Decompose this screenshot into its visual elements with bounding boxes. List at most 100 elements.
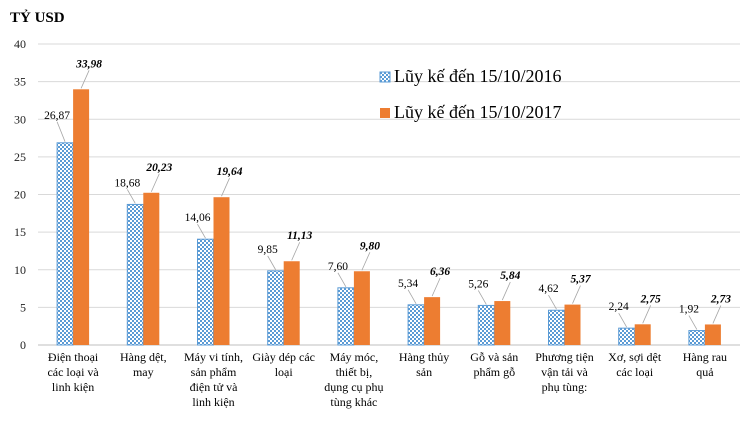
data-label-2016: 7,60 [328,261,348,273]
data-label-2017: 6,36 [430,266,450,278]
y-tick-label: 40 [14,37,26,51]
category-label-line: Hàng dệt, [120,350,167,364]
data-label-2016: 5,34 [398,278,418,290]
y-tick-label: 15 [14,225,26,239]
leader-line [337,272,347,288]
category-label-line: linh kiện [192,395,234,409]
bar-2017 [213,197,230,345]
category-label-line: loại [275,365,294,379]
bar-2017 [564,304,581,345]
category-label-line: Giày dép các [252,350,315,364]
bar-2016 [126,203,144,346]
bar-2016 [407,304,425,346]
category-label-line: Điện thoại [48,350,99,364]
category-label: Điện thoại các loại và linh kiện [47,350,99,394]
data-label-2017: 11,13 [287,230,312,242]
leader-line [477,290,487,305]
data-labels: 26,87 33,98 18,68 20,23 14,06 19,64 9,85 11,13 7… [44,58,731,330]
leader-line [688,315,698,330]
leader-line [291,242,301,261]
leader-line [80,70,90,89]
bar-2016 [337,287,355,346]
category-label-line: may [133,365,154,379]
legend: Lũy kế đến 15/10/2016 Lũy kế đến 15/10/20… [379,66,561,122]
category-label-line: phẩm gỗ [473,365,515,379]
data-label-2016: 1,92 [679,304,699,316]
leader-line [267,255,277,271]
category-label-line: sản phẩm [191,365,237,379]
legend-swatch-2016 [379,71,391,83]
leader-line [150,173,160,192]
category-label-line: Hàng rau [683,350,727,364]
category-label-line: vận tải và [541,365,588,379]
leader-line [407,289,417,305]
category-label: Hàng thủy sản [399,350,449,379]
y-axis-unit-label: TỶ USD [10,9,65,26]
legend-label-2016: Lũy kế đến 15/10/2016 [394,66,561,86]
category-label-line: dụng cụ phụ [324,380,383,394]
bar-2017 [634,324,651,345]
bar-2017 [424,297,441,345]
bar-2017 [283,261,300,345]
category-label-line: thiết bị, [336,365,373,379]
category-label: Phương tiện vận tải và phụ tùng: [535,350,594,394]
bar-2016 [197,238,214,346]
leader-line [361,252,371,271]
category-label-line: tùng khác [330,395,377,409]
bar-2017 [73,89,90,345]
category-label-line: Máy vi tính, [184,350,243,364]
leader-line [56,121,66,142]
legend-swatch-2017 [380,108,390,118]
y-tick-label: 5 [20,300,26,314]
category-label-line: Phương tiện [535,350,594,364]
data-label-2016: 2,24 [609,301,629,313]
category-label-line: Máy móc, [330,350,379,364]
category-label: Hàng rau quả [683,350,727,379]
category-label: Máy móc, thiết bị, dụng cụ phụ tùng khác [324,350,383,409]
y-tick-label: 10 [14,263,26,277]
leader-line [501,281,511,301]
category-label: Hàng dệt, may [120,350,167,379]
data-label-2017: 19,64 [217,166,243,178]
bar-2017 [353,271,370,345]
data-label-2017: 2,73 [710,293,731,305]
category-label-line: điện tử và [190,380,238,394]
y-tick-label: 30 [14,112,26,126]
category-label-line: các loại và [47,365,99,379]
legend-label-2017: Lũy kế đến 15/10/2017 [394,102,561,122]
data-label-2017: 2,75 [640,293,661,305]
bar-2016 [618,327,636,346]
category-label-line: sản [416,365,432,379]
category-label: Giày dép các loại [252,350,315,379]
data-label-2016: 26,87 [44,110,70,122]
category-label-line: Xơ, sợi dệt [608,350,662,364]
data-label-2017: 20,23 [145,162,172,174]
leader-line [548,295,557,310]
category-label-line: Gỗ và sản [470,350,518,364]
bar-2016 [477,304,495,346]
bar-2017 [143,192,160,345]
category-label-line: phụ tùng: [542,380,588,394]
leader-line [221,178,230,197]
leader-line [572,285,581,304]
category-label: Xơ, sợi dệt các loại [608,350,662,379]
leader-line [126,189,136,204]
y-tick-label: 35 [14,75,26,89]
data-label-2016: 9,85 [258,244,278,256]
y-tick-label: 20 [14,188,26,202]
bar-2016 [548,309,565,346]
bar-2017 [494,301,511,345]
bar-2016 [688,330,706,346]
y-tick-label: 0 [20,338,26,352]
bar-2016 [267,270,285,346]
bars [56,89,721,346]
leader-line [712,305,722,324]
category-label-line: các loại [616,365,654,379]
data-label-2017: 9,80 [360,240,380,252]
y-axis-ticks: 0 5 10 15 20 25 30 35 40 [14,37,26,352]
data-label-2016: 18,68 [114,177,140,189]
data-label-2017: 5,37 [570,274,591,286]
